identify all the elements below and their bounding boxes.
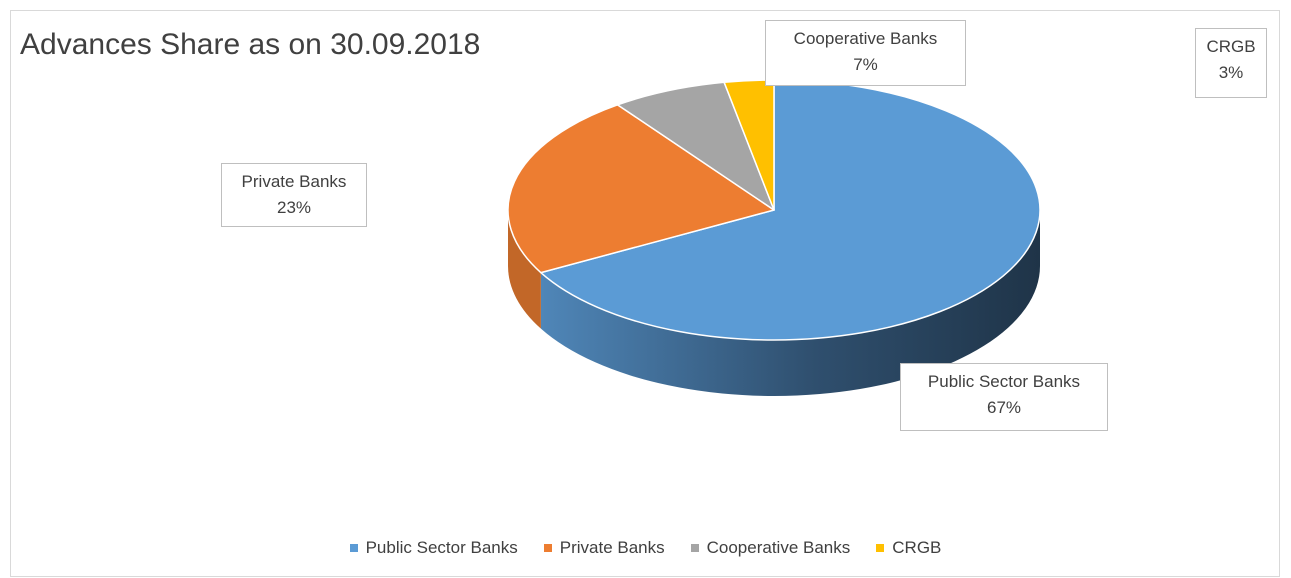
data-label-name: CRGB [1206, 37, 1256, 56]
data-label-name: Private Banks [241, 172, 347, 191]
legend-label: Private Banks [559, 538, 665, 557]
chart-title: Advances Share as on 30.09.2018 [20, 28, 481, 61]
pie-side-public-sector-banks [540, 210, 1040, 396]
data-label-value: 3% [1218, 63, 1244, 82]
legend-label: CRGB [892, 538, 942, 557]
legend-item-public-sector-banks: Public Sector Banks [349, 538, 518, 558]
pie-slice-public-sector-banks [540, 79, 1041, 341]
legend-swatch [876, 544, 885, 552]
legend-label: Public Sector Banks [365, 538, 518, 557]
legend-label: Cooperative Banks [706, 538, 851, 557]
data-label-value: 67% [986, 398, 1022, 417]
pie-slice-private-banks [507, 104, 775, 274]
pie-side-private-banks [508, 210, 541, 329]
data-label-name: Public Sector Banks [927, 372, 1081, 391]
data-label-value: 23% [276, 198, 312, 217]
data-label-crgb: CRGB 3% [1195, 28, 1267, 98]
legend-swatch [543, 544, 552, 552]
pie-slice-cooperative-banks [616, 81, 775, 211]
data-label-name: Cooperative Banks [793, 29, 938, 48]
legend-item-private-banks: Private Banks [543, 538, 665, 558]
legend-item-crgb: CRGB [876, 538, 941, 558]
legend-swatch [349, 544, 358, 552]
data-label-cooperative-banks: Cooperative Banks 7% [765, 20, 966, 86]
legend-item-cooperative-banks: Cooperative Banks [690, 538, 851, 558]
legend-swatch [690, 544, 699, 552]
data-label-public-sector-banks: Public Sector Banks 67% [900, 363, 1108, 431]
data-label-private-banks: Private Banks 23% [221, 163, 367, 227]
data-label-value: 7% [853, 55, 878, 74]
legend: Public Sector Banks Private Banks Cooperat… [0, 538, 1291, 558]
